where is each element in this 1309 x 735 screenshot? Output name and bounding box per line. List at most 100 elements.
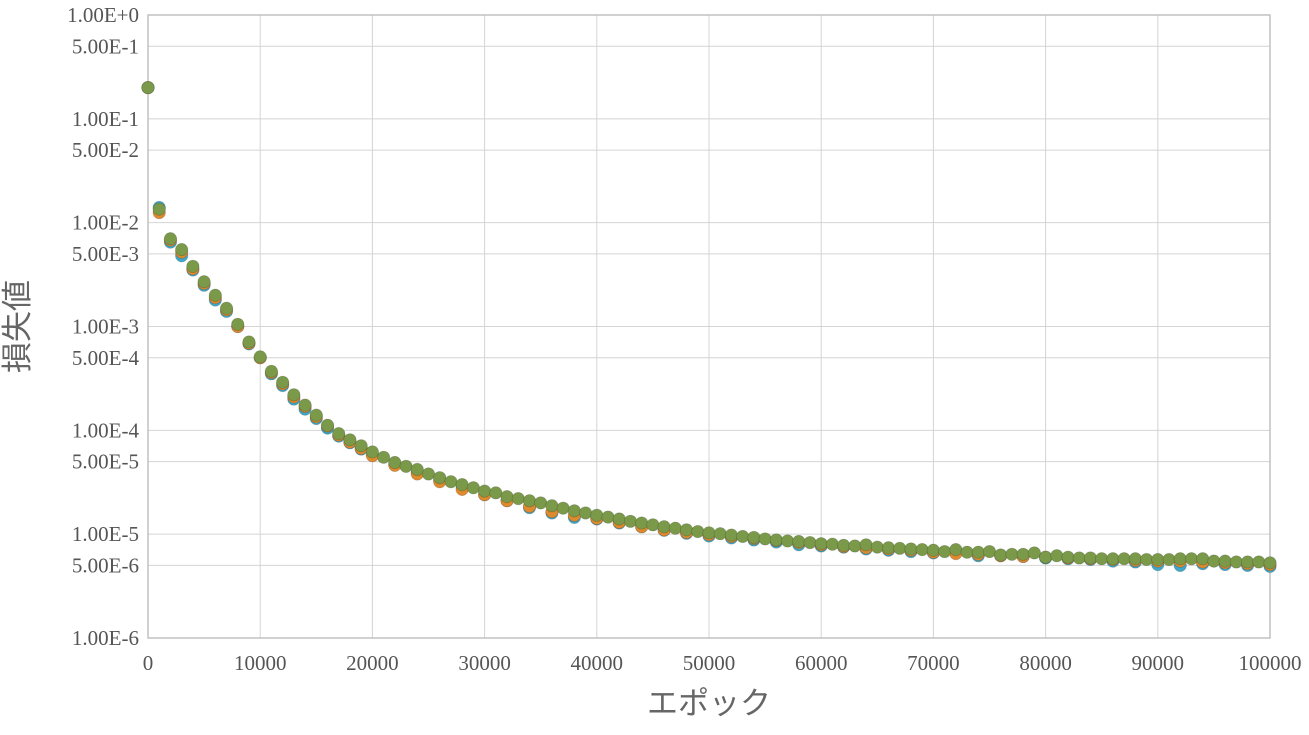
data-point (1083, 551, 1098, 565)
data-point (870, 540, 884, 554)
x-tick-label: 80000 (1019, 651, 1072, 675)
data-point (186, 259, 200, 273)
data-point (141, 80, 155, 95)
data-point (477, 484, 492, 498)
data-point (421, 467, 436, 481)
data-point (219, 301, 234, 315)
data-point (466, 481, 480, 495)
data-point (926, 543, 941, 557)
data-point (1207, 554, 1221, 568)
data-point (938, 544, 952, 559)
data-point (197, 275, 211, 289)
data-point (859, 538, 873, 552)
y-tick-label: 1.00E-2 (72, 211, 139, 235)
y-tick-label: 1.00E+0 (67, 3, 139, 27)
data-point (545, 499, 559, 513)
data-point (657, 520, 671, 534)
data-point (612, 512, 626, 526)
data-point (298, 398, 312, 412)
data-point (724, 528, 739, 542)
data-point (803, 535, 817, 550)
data-point (287, 388, 301, 402)
data-point (276, 375, 290, 389)
data-point (377, 450, 391, 464)
data-point (601, 510, 615, 524)
data-series (141, 80, 1277, 573)
data-point (264, 364, 279, 378)
data-point (1240, 555, 1255, 569)
y-tick-label: 5.00E-4 (72, 346, 140, 370)
data-point (343, 433, 357, 447)
data-point (578, 506, 593, 520)
data-point (1151, 552, 1165, 567)
data-point (556, 501, 570, 515)
data-point (152, 202, 166, 216)
y-tick-label: 1.00E-1 (72, 107, 139, 131)
x-tick-label: 0 (143, 651, 154, 675)
data-point (1229, 555, 1243, 569)
x-tick-label: 20000 (346, 651, 399, 675)
data-point (679, 523, 694, 537)
data-point (1016, 547, 1030, 561)
data-point (231, 317, 245, 331)
data-point (1139, 552, 1154, 567)
data-point (825, 537, 840, 551)
data-point (623, 514, 638, 528)
data-point (590, 508, 604, 522)
data-point (410, 462, 424, 477)
data-point (455, 478, 469, 492)
data-point (1072, 551, 1086, 565)
y-tick-label: 5.00E-2 (72, 138, 139, 162)
data-point (242, 335, 256, 349)
data-point (163, 232, 178, 246)
data-point (489, 486, 503, 500)
x-axis-tick-labels: 0 10000 20000 30000 40000 50000 60000 70000 8000… (143, 651, 1302, 675)
data-point (949, 543, 963, 557)
data-point (1128, 552, 1142, 566)
x-tick-label: 50000 (683, 651, 736, 675)
y-tick-label: 5.00E-5 (72, 450, 139, 474)
data-point (780, 534, 795, 548)
gridlines (147, 14, 1271, 639)
data-point (758, 532, 772, 546)
data-point (1196, 552, 1210, 566)
data-point (309, 408, 323, 422)
data-point (769, 533, 783, 547)
data-point (893, 541, 907, 555)
data-point (1263, 556, 1277, 570)
data-point (971, 545, 985, 559)
data-point (713, 527, 727, 541)
data-point (1050, 549, 1064, 563)
data-point (691, 524, 705, 539)
data-point (1173, 552, 1187, 566)
data-point (175, 243, 189, 257)
data-point (511, 492, 525, 506)
data-point (668, 521, 682, 535)
data-point (332, 427, 346, 441)
y-tick-label: 5.00E-1 (72, 34, 139, 58)
data-point (500, 490, 514, 504)
data-point (1039, 550, 1053, 564)
data-point (1027, 546, 1041, 560)
x-tick-label: 40000 (571, 651, 624, 675)
data-point (982, 544, 997, 559)
data-point (354, 439, 368, 453)
data-point (960, 545, 974, 559)
data-point (388, 455, 402, 470)
data-point (1218, 554, 1232, 568)
data-point (994, 548, 1008, 562)
data-point (1061, 550, 1075, 564)
data-point (534, 496, 548, 510)
data-point (433, 471, 447, 485)
data-point (1184, 552, 1199, 566)
data-point (881, 541, 896, 555)
x-tick-label: 30000 (458, 651, 511, 675)
plot-area-frame (147, 14, 1271, 639)
data-point (915, 543, 929, 557)
x-tick-label: 100000 (1239, 651, 1302, 675)
series-3 (141, 80, 1277, 570)
data-point (253, 350, 267, 364)
data-point (567, 504, 581, 518)
x-tick-label: 10000 (234, 651, 287, 675)
